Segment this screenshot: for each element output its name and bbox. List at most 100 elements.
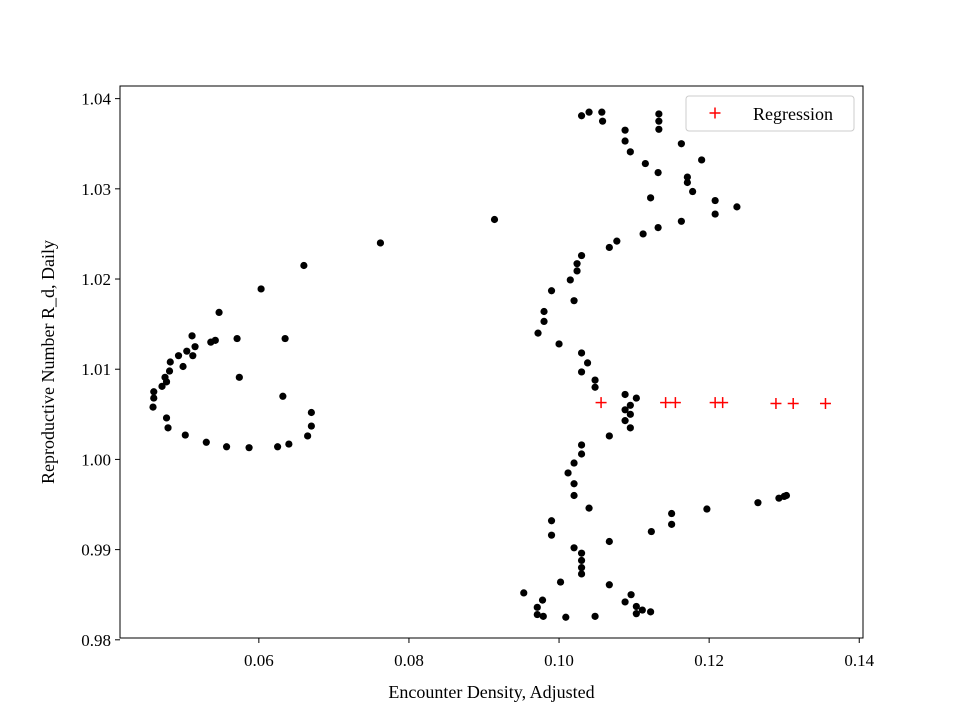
data-point (285, 440, 293, 448)
data-point (577, 441, 586, 449)
y-axis-label: Reproductive Number R_d, Daily (38, 240, 58, 484)
data-point (647, 608, 655, 616)
data-point (533, 610, 541, 619)
data-point (621, 137, 629, 145)
data-point (655, 125, 663, 133)
x-tick-label: 0.06 (244, 651, 274, 670)
data-point (683, 173, 691, 181)
regression-points (595, 397, 831, 409)
data-point (621, 390, 629, 399)
data-point (621, 406, 629, 414)
x-axis-label: Encounter Density, Adjusted (388, 682, 594, 702)
regression-point (660, 397, 672, 409)
data-point (577, 570, 586, 578)
data-point (307, 408, 315, 417)
data-point (279, 392, 287, 400)
data-point (188, 332, 196, 340)
data-point (564, 469, 572, 477)
x-tick-label: 0.10 (544, 651, 574, 670)
data-point (538, 596, 547, 604)
data-point (183, 347, 191, 355)
legend-plus-marker (709, 107, 721, 119)
legend: Regression (685, 95, 855, 132)
data-point (621, 417, 629, 425)
data-point (566, 276, 574, 284)
data-point (222, 443, 231, 451)
y-tick-label: 0.99 (81, 541, 111, 560)
data-point (577, 564, 586, 572)
data-point (304, 432, 312, 440)
data-point (573, 267, 581, 275)
data-point (577, 549, 586, 557)
data-point (189, 352, 197, 360)
data-point (632, 394, 640, 402)
data-point (654, 224, 662, 232)
data-point (149, 403, 157, 411)
data-points (149, 108, 791, 621)
data-point (162, 414, 171, 422)
data-point (585, 504, 593, 512)
data-point (547, 531, 556, 539)
data-point (540, 317, 548, 326)
data-point (647, 194, 655, 202)
data-point (711, 196, 719, 205)
data-point (754, 499, 762, 507)
data-point (202, 438, 210, 446)
data-point (782, 491, 791, 500)
data-point (555, 340, 563, 348)
data-point (698, 156, 706, 164)
data-point (647, 527, 655, 536)
data-point (638, 606, 646, 614)
data-point (166, 358, 174, 366)
data-point (233, 334, 241, 343)
regression-point (717, 397, 729, 409)
data-point (577, 251, 586, 260)
data-point (639, 230, 647, 238)
data-point (376, 239, 385, 247)
data-point (577, 349, 586, 357)
regression-point (770, 397, 782, 409)
data-point (215, 308, 223, 316)
x-tick-label: 0.12 (694, 651, 724, 670)
data-point (626, 424, 634, 432)
data-point (703, 505, 711, 513)
data-point (181, 431, 189, 439)
data-point (235, 373, 243, 381)
data-point (490, 215, 499, 224)
data-point (191, 343, 199, 351)
x-axis-ticks: 0.06 0.08 0.10 0.12 0.14 (244, 638, 875, 670)
regression-point (819, 397, 831, 409)
data-point (174, 352, 183, 360)
data-point (626, 148, 634, 156)
data-point (711, 210, 719, 218)
data-point (539, 612, 547, 620)
data-point (207, 338, 215, 346)
data-point (641, 159, 649, 168)
x-tick-label: 0.14 (844, 651, 874, 670)
y-tick-label: 0.98 (81, 631, 111, 650)
data-point (605, 243, 613, 252)
data-point (540, 307, 548, 316)
data-point (621, 126, 629, 134)
legend-regression-marker (709, 107, 721, 119)
y-tick-label: 1.04 (81, 90, 111, 109)
data-point (626, 410, 634, 418)
data-point (591, 383, 599, 391)
data-point (245, 444, 253, 452)
data-point (570, 491, 578, 500)
data-point (683, 178, 691, 187)
data-point (164, 424, 172, 432)
data-point (281, 334, 289, 343)
data-point (274, 443, 282, 451)
data-point (605, 581, 613, 589)
data-point (158, 382, 166, 390)
data-point (591, 612, 599, 620)
regression-point (787, 397, 799, 409)
data-point (613, 237, 621, 245)
data-point (626, 401, 634, 409)
data-point (583, 359, 592, 367)
data-point (689, 187, 697, 196)
data-point (570, 544, 578, 552)
plot-frame (119, 85, 864, 639)
